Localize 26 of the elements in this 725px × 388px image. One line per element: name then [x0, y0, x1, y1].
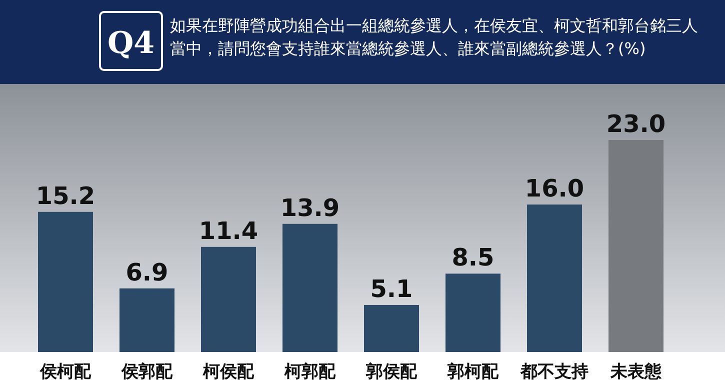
x-tick-label: 都不支持	[520, 362, 588, 382]
x-tick-label: 柯侯配	[202, 362, 255, 382]
data-label: 16.0	[524, 174, 584, 203]
chart-title: Q4	[107, 26, 155, 61]
bar	[446, 274, 500, 352]
data-label: 15.2	[36, 182, 96, 210]
chart-subtitle: 如果在野陣營成功組合出一組總統參選人，在侯友宜、柯文哲和郭台銘三人當中，請問您會支持誰來當總統參選人、誰來當副總統參選人？(%)	[170, 15, 699, 60]
bar	[120, 288, 174, 352]
x-tick-label: 侯柯配	[39, 362, 92, 382]
bar	[282, 224, 338, 352]
x-tick-label: 郭柯配	[446, 362, 500, 382]
data-label: 8.5	[452, 244, 494, 272]
bar	[364, 304, 419, 352]
bar	[201, 246, 256, 352]
x-tick-label: 未表態	[610, 362, 662, 382]
x-tick-label: 郭侯配	[365, 362, 418, 382]
data-label: 5.1	[370, 274, 413, 303]
bar	[527, 204, 582, 352]
x-tick-label: 侯郭配	[120, 362, 174, 382]
data-label: 11.4	[198, 216, 258, 245]
data-label: 6.9	[126, 258, 168, 286]
bar	[608, 140, 664, 352]
data-label: 23.0	[606, 110, 666, 138]
x-tick-label: 柯郭配	[284, 362, 336, 382]
data-label: 13.9	[280, 194, 340, 222]
bar	[38, 212, 93, 352]
